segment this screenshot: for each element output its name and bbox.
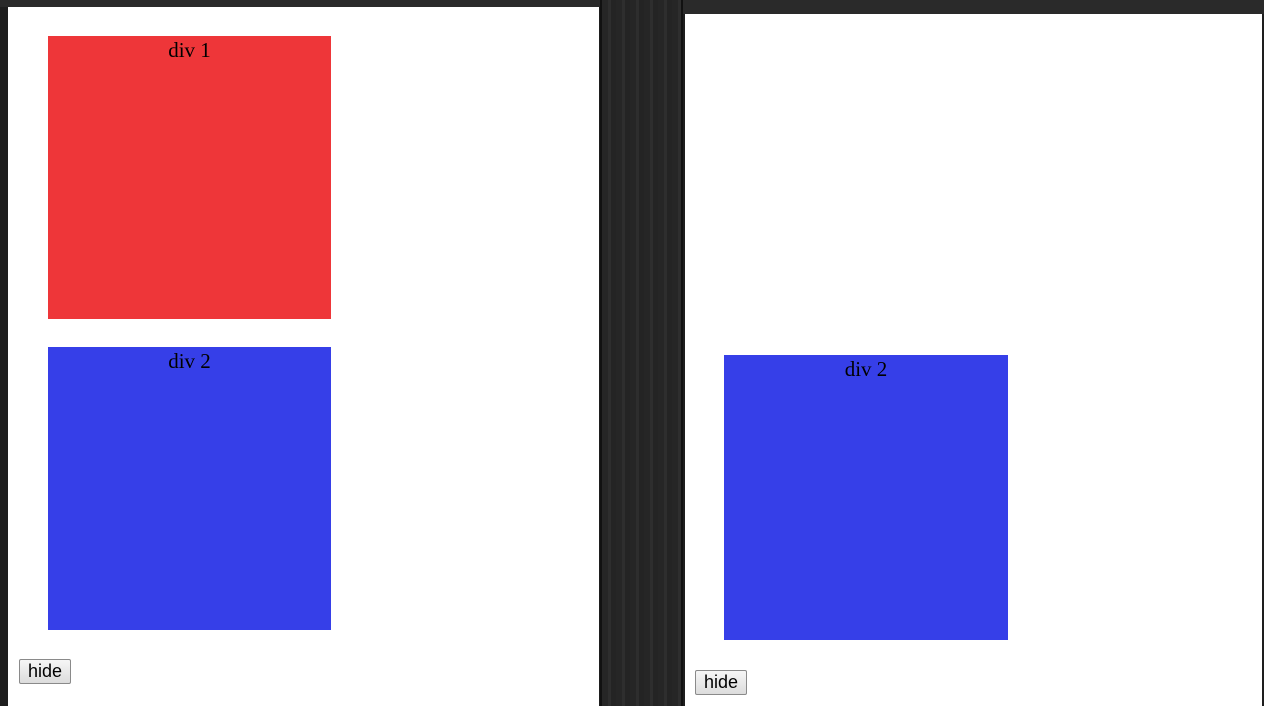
div-2-label: div 2 (844, 357, 888, 381)
window-divider (600, 0, 683, 706)
div-2-box: div 2 (724, 355, 1008, 640)
right-window-top-bar (683, 0, 1264, 14)
hide-button[interactable]: hide (695, 670, 748, 695)
div-2-box: div 2 (48, 347, 331, 630)
left-browser-pane: div 1 div 2 hide (8, 7, 599, 706)
hide-button[interactable]: hide (19, 659, 72, 684)
left-window-top-bar (0, 0, 600, 7)
right-browser-pane: div 2 hide (685, 14, 1262, 706)
div-1-label: div 1 (168, 38, 211, 62)
div-2-label: div 2 (168, 349, 211, 373)
div-1-box: div 1 (48, 36, 331, 319)
